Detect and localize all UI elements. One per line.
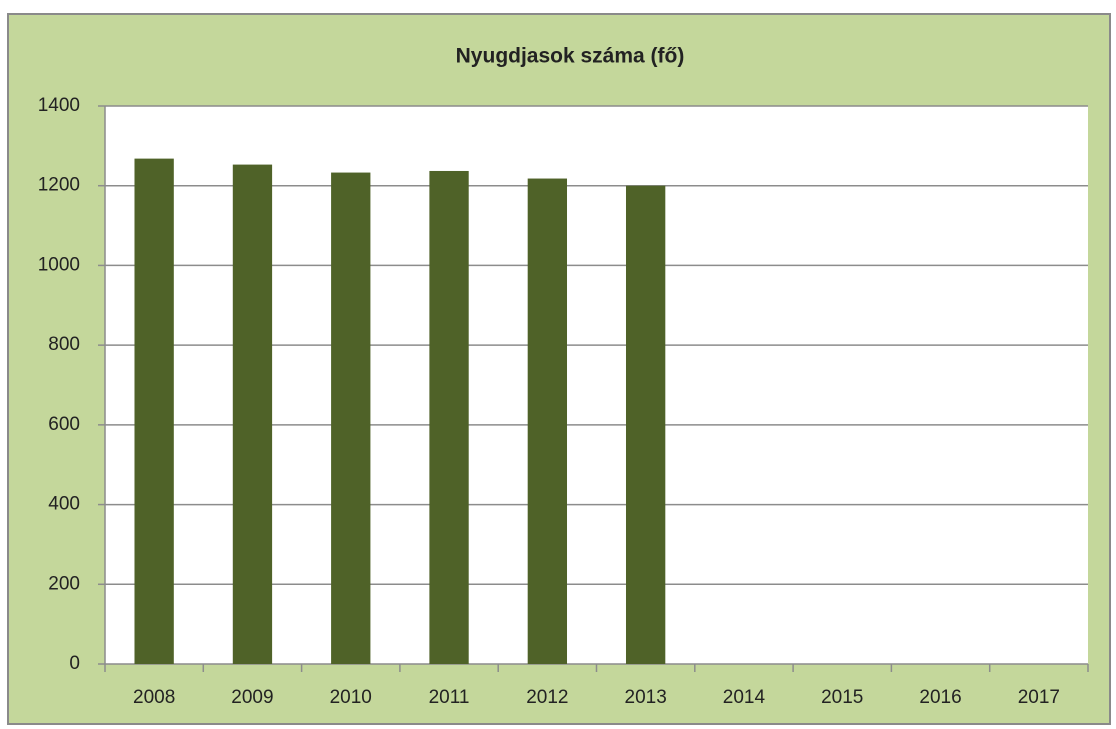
chart-title: Nyugdjasok száma (fő) (456, 45, 685, 68)
x-tick-label: 2015 (821, 687, 863, 708)
x-tick-label: 2012 (526, 687, 568, 708)
x-tick-label: 2013 (625, 687, 667, 708)
bar (232, 164, 273, 664)
x-tick-label: 2009 (231, 687, 273, 708)
y-tick-label: 1000 (38, 254, 80, 275)
x-tick-label: 2016 (919, 687, 961, 708)
y-tick-label: 600 (48, 414, 80, 435)
x-tick-label: 2010 (330, 687, 372, 708)
bar (429, 170, 469, 664)
y-tick-label: 400 (48, 494, 80, 515)
bar (527, 178, 568, 665)
y-tick-label: 200 (48, 573, 80, 594)
bar (134, 158, 174, 664)
y-tick-label: 0 (69, 653, 80, 674)
x-tick-label: 2011 (429, 687, 470, 708)
y-tick-label: 1400 (38, 95, 80, 116)
y-tick-label: 800 (48, 334, 80, 355)
bar (625, 185, 666, 664)
x-tick-label: 2014 (723, 687, 766, 708)
x-tick-label: 2008 (133, 687, 175, 708)
y-tick-label: 1200 (38, 175, 80, 196)
x-tick-label: 2017 (1018, 687, 1060, 708)
bar (331, 172, 371, 664)
